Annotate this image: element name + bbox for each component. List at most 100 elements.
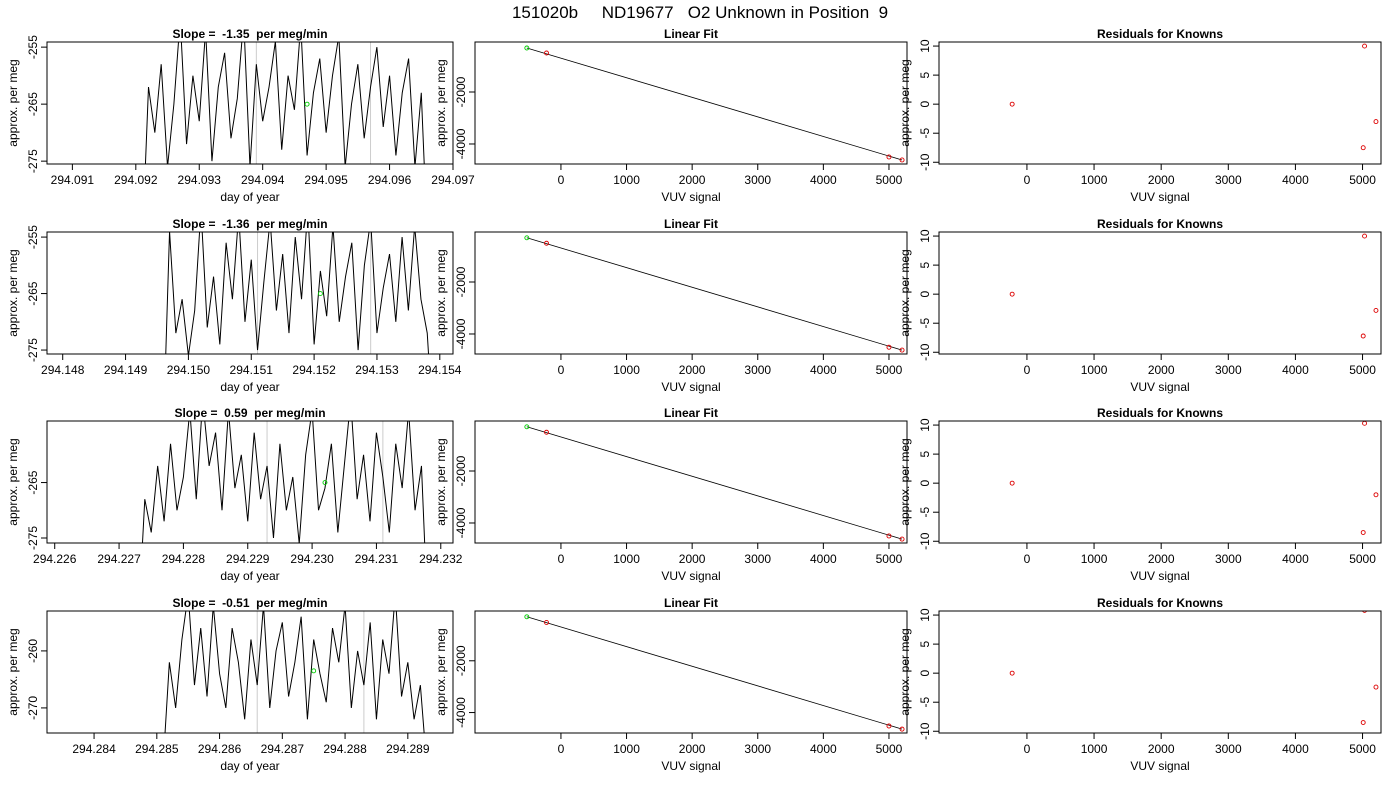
x-tick-label: 294.154 (418, 363, 462, 377)
y-tick-label: -275 (26, 338, 40, 362)
x-tick-label: 0 (558, 742, 565, 756)
y-axis-label: approx. per meg (434, 628, 448, 715)
y-tick-label: -10 (918, 532, 932, 550)
y-tick-label: -255 (26, 35, 40, 59)
x-tick-label: 5000 (876, 173, 903, 187)
x-axis-label: day of year (220, 380, 279, 394)
x-tick-label: 0 (558, 363, 565, 377)
x-tick-label: 0 (1024, 552, 1031, 566)
fit-line (526, 237, 903, 351)
point (1009, 480, 1015, 486)
x-tick-label: 2000 (1148, 363, 1175, 377)
x-tick-label: 294.231 (355, 552, 399, 566)
point (1009, 291, 1015, 297)
x-tick-label: 294.285 (135, 742, 179, 756)
point (524, 235, 530, 241)
y-axis-label: approx. per meg (6, 628, 20, 715)
x-tick-label: 4000 (810, 552, 837, 566)
x-tick-label: 294.227 (97, 552, 141, 566)
x-tick-label: 294.150 (167, 363, 211, 377)
x-tick-label: 4000 (810, 742, 837, 756)
plot-frame (938, 420, 1382, 544)
x-tick-label: 0 (558, 552, 565, 566)
y-tick-label: -4000 (454, 318, 468, 349)
x-axis-label: day of year (220, 569, 279, 583)
point (1373, 307, 1379, 313)
y-tick-label: 5 (918, 450, 932, 457)
panel-title: Linear Fit (664, 406, 718, 420)
point (544, 429, 549, 435)
y-axis-label: approx. per meg (898, 438, 912, 525)
y-tick-label: -10 (918, 343, 932, 361)
plot-area (164, 611, 425, 733)
point (886, 533, 892, 539)
x-tick-label: 294.226 (33, 552, 77, 566)
plot-frame (46, 231, 454, 355)
y-tick-label: -270 (26, 696, 40, 720)
y-tick-label: -4000 (454, 128, 468, 159)
x-axis-label: VUV signal (661, 759, 720, 773)
y-tick-label: -5 (918, 507, 932, 518)
fit-line (526, 47, 903, 161)
x-tick-label: 294.149 (104, 363, 148, 377)
x-tick-label: 294.091 (51, 173, 95, 187)
plot-frame (938, 231, 1382, 355)
x-axis-label: day of year (220, 759, 279, 773)
x-tick-label: 5000 (1349, 173, 1376, 187)
x-axis-label: VUV signal (1130, 380, 1189, 394)
plot-frame (938, 610, 1382, 734)
x-tick-label: 294.151 (230, 363, 274, 377)
x-tick-label: 1000 (613, 552, 640, 566)
panel-title: Linear Fit (664, 27, 718, 41)
plot-area (1009, 421, 1379, 535)
x-axis-label: VUV signal (1130, 569, 1189, 583)
x-tick-label: 0 (1024, 363, 1031, 377)
x-tick-label: 294.289 (386, 742, 430, 756)
panel-title: Residuals for Knowns (1097, 406, 1223, 420)
y-tick-label: -2000 (454, 455, 468, 486)
x-tick-label: 2000 (679, 552, 706, 566)
y-axis-label: approx. per meg (6, 438, 20, 525)
plot-area (524, 235, 905, 353)
x-tick-label: 4000 (810, 363, 837, 377)
y-axis-label: approx. per meg (434, 438, 448, 525)
y-tick-label: -5 (918, 318, 932, 329)
x-axis-label: day of year (220, 190, 279, 204)
x-tick-label: 2000 (1148, 742, 1175, 756)
x-tick-label: 294.095 (304, 173, 348, 187)
panel-title: Residuals for Knowns (1097, 596, 1223, 610)
x-tick-label: 5000 (876, 363, 903, 377)
y-tick-label: 10 (918, 608, 932, 622)
y-axis-label: approx. per meg (898, 59, 912, 146)
point (1373, 492, 1379, 498)
plot-area (165, 232, 430, 354)
plot-area (144, 42, 425, 164)
series-line (165, 232, 430, 354)
fit-line (526, 426, 903, 540)
x-tick-label: 5000 (876, 742, 903, 756)
point (544, 240, 549, 246)
x-tick-label: 2000 (679, 363, 706, 377)
panel-title: Linear Fit (664, 217, 718, 231)
x-tick-label: 3000 (744, 363, 771, 377)
point (1362, 43, 1368, 49)
x-tick-label: 0 (558, 173, 565, 187)
figure-title: 151020b ND19677 O2 Unknown in Position 9 (512, 3, 888, 22)
x-tick-label: 1000 (1081, 173, 1108, 187)
point (1360, 530, 1366, 535)
x-tick-label: 1000 (613, 742, 640, 756)
point (304, 101, 310, 107)
y-tick-label: -265 (26, 92, 40, 116)
plot-area (524, 45, 905, 163)
x-tick-label: 294.152 (292, 363, 336, 377)
point (1373, 119, 1379, 125)
plot-area (1009, 233, 1379, 339)
panel-title: Slope = -1.35 per meg/min (172, 27, 327, 41)
y-tick-label: -10 (918, 722, 932, 740)
point (544, 50, 549, 56)
panel-title: Residuals for Knowns (1097, 217, 1223, 231)
plot-area (1009, 611, 1379, 725)
plot-area (1009, 43, 1379, 151)
point (1373, 684, 1379, 690)
